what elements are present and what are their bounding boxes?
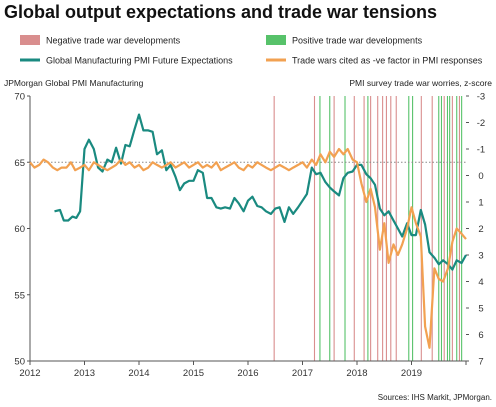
left-tick-label: 50 — [14, 357, 25, 368]
legend-label: Global Manufacturing PMI Future Expectat… — [46, 56, 233, 66]
left-tick-label: 60 — [14, 224, 25, 235]
x-tick-label: 2012 — [19, 368, 40, 379]
right-tick-label: 2 — [478, 224, 483, 235]
left-tick-label: 65 — [14, 158, 25, 169]
legend-label: Negative trade war developments — [46, 36, 181, 46]
right-axis-label: PMI survey trade war worries, z-score — [349, 78, 492, 88]
left-tick-label: 55 — [14, 290, 25, 301]
right-tick-label: 1 — [478, 198, 483, 209]
x-tick-label: 2013 — [74, 368, 95, 379]
chart-title: Global output expectations and trade war… — [4, 2, 438, 22]
legend-label: Trade wars cited as -ve factor in PMI re… — [292, 56, 483, 66]
left-axis-label: JPMorgan Global PMI Manufacturing — [4, 78, 144, 88]
legend-label: Positive trade war developments — [292, 36, 423, 46]
x-tick-label: 2016 — [237, 368, 258, 379]
left-tick-label: 70 — [14, 92, 25, 103]
right-tick-label: 7 — [478, 357, 483, 368]
right-tick-label: 3 — [478, 251, 483, 262]
right-tick-label: -1 — [477, 145, 485, 156]
right-tick-label: 5 — [478, 304, 483, 315]
pmi-expectations-line — [54, 113, 467, 271]
right-tick-label: 4 — [478, 277, 483, 288]
trade-war-zscore-line — [29, 147, 467, 349]
axes: 50 55 60 65 70 -3 -2 -1 0 1 2 3 4 5 6 7 2012 2013 2014 2015… — [14, 92, 485, 380]
right-tick-label: -3 — [477, 92, 485, 103]
x-tick-label: 2017 — [292, 368, 313, 379]
legend-swatch — [266, 35, 286, 45]
event-lines — [273, 96, 463, 361]
x-tick-label: 2014 — [128, 368, 149, 379]
legend-swatch — [20, 35, 40, 45]
legend: Negative trade war developments Positive … — [20, 35, 483, 66]
source-note: Sources: IHS Markit, JPMorgan. — [378, 393, 492, 402]
right-tick-label: 6 — [478, 330, 483, 341]
x-tick-label: 2019 — [401, 368, 422, 379]
series-lines — [29, 113, 467, 349]
x-tick-label: 2015 — [183, 368, 204, 379]
right-tick-label: -2 — [477, 118, 485, 129]
right-tick-label: 0 — [478, 171, 483, 182]
x-tick-label: 2018 — [346, 368, 367, 379]
